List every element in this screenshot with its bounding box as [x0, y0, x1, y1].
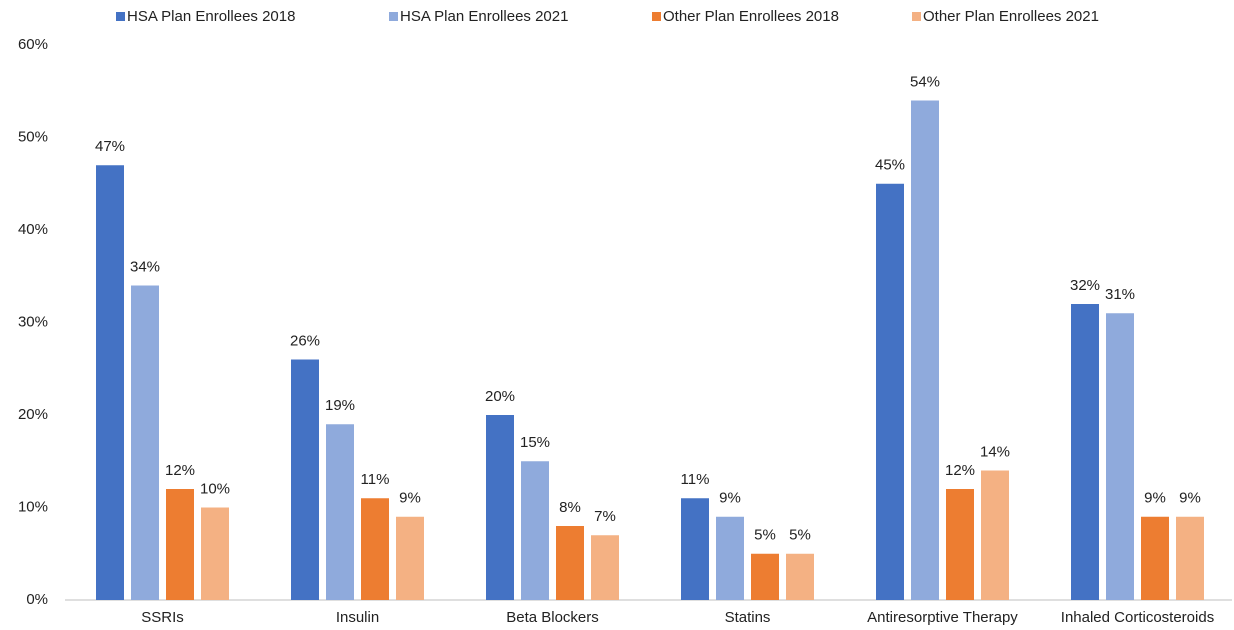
bar: [131, 285, 159, 600]
bar: [1106, 313, 1134, 600]
y-tick-label: 10%: [18, 498, 48, 515]
bar: [396, 516, 424, 600]
data-label: 5%: [754, 527, 776, 544]
x-tick-label: SSRIs: [141, 609, 184, 626]
bar: [981, 470, 1009, 600]
bar: [751, 553, 779, 600]
legend-label: HSA Plan Enrollees 2021: [400, 8, 568, 25]
y-tick-label: 30%: [18, 313, 48, 330]
data-label: 47%: [95, 138, 125, 155]
x-tick-label: Inhaled Corticosteroids: [1061, 609, 1214, 626]
data-label: 45%: [875, 157, 905, 174]
data-label: 32%: [1070, 277, 1100, 294]
bar: [716, 516, 744, 600]
data-label: 5%: [789, 527, 811, 544]
x-tick-label: Antiresorptive Therapy: [867, 609, 1018, 626]
bar: [1176, 516, 1204, 600]
bar: [291, 359, 319, 600]
data-label: 9%: [719, 490, 741, 507]
legend-swatch: [116, 12, 125, 21]
data-label: 14%: [980, 443, 1010, 460]
bar: [946, 489, 974, 600]
data-label: 34%: [130, 258, 160, 275]
data-label: 10%: [200, 480, 230, 497]
y-tick-label: 40%: [18, 221, 48, 238]
data-label: 12%: [945, 462, 975, 479]
data-label: 9%: [399, 490, 421, 507]
legend-swatch: [912, 12, 921, 21]
legend-swatch: [652, 12, 661, 21]
bar: [786, 553, 814, 600]
legend-label: Other Plan Enrollees 2018: [663, 8, 839, 25]
data-label: 20%: [485, 388, 515, 405]
bar: [166, 489, 194, 600]
bar: [326, 424, 354, 600]
bar: [876, 183, 904, 600]
data-label: 19%: [325, 397, 355, 414]
y-tick-label: 60%: [18, 36, 48, 53]
data-label: 9%: [1144, 490, 1166, 507]
bar: [911, 100, 939, 600]
legend-label: HSA Plan Enrollees 2018: [127, 8, 295, 25]
data-label: 54%: [910, 73, 940, 90]
data-label: 26%: [290, 332, 320, 349]
bar: [96, 165, 124, 600]
data-label: 7%: [594, 508, 616, 525]
legend-label: Other Plan Enrollees 2021: [923, 8, 1099, 25]
x-tick-label: Statins: [725, 609, 771, 626]
bar: [556, 526, 584, 600]
y-tick-label: 20%: [18, 406, 48, 423]
bar: [521, 461, 549, 600]
legend-swatch: [389, 12, 398, 21]
data-label: 15%: [520, 434, 550, 451]
bar: [201, 507, 229, 600]
data-label: 31%: [1105, 286, 1135, 303]
data-label: 12%: [165, 462, 195, 479]
bar: [591, 535, 619, 600]
y-tick-label: 50%: [18, 128, 48, 145]
data-label: 11%: [681, 471, 710, 488]
data-label: 9%: [1179, 490, 1201, 507]
bar: [486, 415, 514, 600]
bar: [681, 498, 709, 600]
x-tick-label: Beta Blockers: [506, 609, 599, 626]
bar: [361, 498, 389, 600]
bar: [1141, 516, 1169, 600]
data-label: 11%: [361, 471, 390, 488]
x-tick-label: Insulin: [336, 609, 379, 626]
bar: [1071, 304, 1099, 600]
data-label: 8%: [559, 499, 581, 516]
y-tick-label: 0%: [26, 591, 48, 608]
